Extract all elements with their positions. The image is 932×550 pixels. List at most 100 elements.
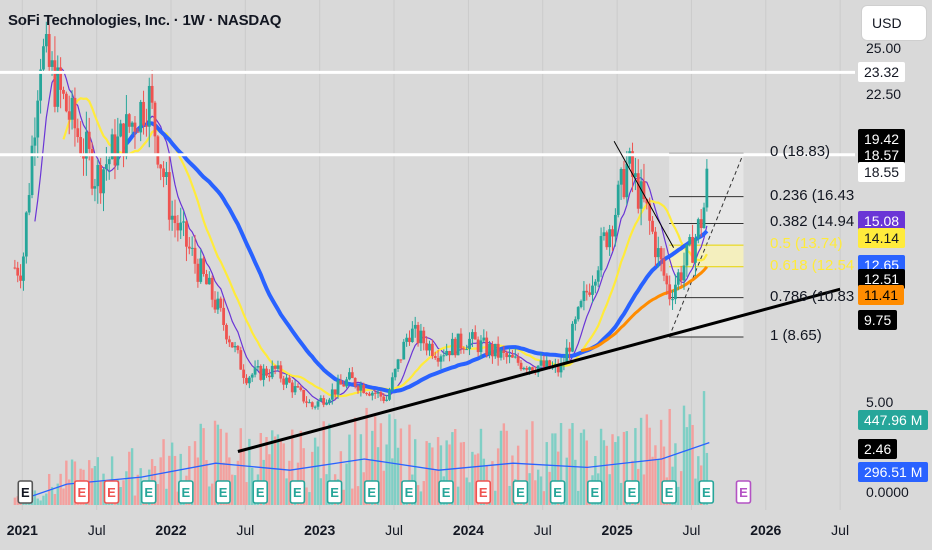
fib-level-label: 0.382 (14.94 bbox=[770, 213, 855, 231]
earnings-marker[interactable]: E bbox=[735, 480, 752, 504]
earnings-marker[interactable]: E bbox=[661, 480, 677, 504]
price-tag: 19.42 bbox=[858, 129, 906, 150]
earnings-badge bbox=[698, 480, 715, 504]
volume-bar bbox=[677, 486, 680, 505]
candle-body bbox=[293, 386, 297, 393]
volume-bar bbox=[176, 491, 180, 505]
volume-bar bbox=[542, 491, 546, 505]
volume-bar bbox=[265, 437, 268, 505]
candle-body bbox=[631, 151, 634, 177]
candle-body bbox=[22, 256, 25, 281]
candle-body bbox=[90, 148, 94, 189]
candle-body bbox=[342, 384, 346, 387]
price-tag: 12.51 bbox=[858, 269, 906, 290]
earnings-marker[interactable]: E bbox=[73, 480, 90, 504]
earnings-marker[interactable]: E bbox=[363, 480, 380, 504]
earnings-badge bbox=[661, 480, 677, 504]
earnings-marker[interactable]: E bbox=[140, 480, 157, 504]
earnings-marker[interactable]: E bbox=[549, 480, 566, 504]
candle-body bbox=[694, 238, 697, 263]
candle-body bbox=[396, 359, 400, 369]
candle-body bbox=[308, 402, 311, 404]
earnings-badge bbox=[178, 480, 194, 504]
candle-body bbox=[628, 151, 632, 164]
candle-body bbox=[348, 372, 351, 380]
volume-bar bbox=[576, 490, 580, 505]
candle-body bbox=[502, 350, 506, 353]
candle-body bbox=[87, 131, 91, 149]
candle-body bbox=[422, 330, 426, 344]
earnings-label: E bbox=[330, 485, 339, 500]
earnings-label: E bbox=[219, 485, 228, 500]
earnings-badge bbox=[326, 480, 343, 504]
candle-body bbox=[545, 360, 549, 367]
candle-body bbox=[310, 402, 314, 407]
earnings-marker[interactable]: E bbox=[178, 480, 194, 504]
candle-body bbox=[639, 181, 643, 209]
volume-bar bbox=[534, 480, 537, 505]
candle-body bbox=[24, 212, 28, 257]
candle-body bbox=[153, 102, 157, 137]
x-tick-label: Jul bbox=[831, 522, 850, 538]
earnings-marker[interactable]: E bbox=[475, 480, 492, 504]
candle-body bbox=[576, 307, 580, 320]
drawn-lines[interactable] bbox=[0, 70, 855, 453]
candle-body bbox=[84, 131, 88, 159]
candle-body bbox=[170, 215, 174, 220]
candle-body bbox=[16, 267, 20, 276]
volume-bar bbox=[313, 437, 317, 505]
candle-body bbox=[593, 281, 597, 286]
fib-level-label: 1 (8.65) bbox=[770, 326, 822, 344]
currency-selector-button[interactable]: USD bbox=[861, 5, 927, 41]
earnings-marker[interactable]: E bbox=[17, 480, 34, 504]
earnings-marker[interactable]: E bbox=[103, 480, 120, 504]
volume-bar bbox=[468, 482, 471, 505]
candle-body bbox=[528, 367, 531, 370]
candle-body bbox=[448, 350, 451, 356]
earnings-marker[interactable]: E bbox=[624, 480, 640, 504]
earnings-marker[interactable]: E bbox=[326, 480, 343, 504]
candle-body bbox=[399, 359, 403, 361]
earnings-marker[interactable]: E bbox=[215, 480, 231, 504]
candle-body bbox=[625, 163, 629, 198]
volume-bar bbox=[136, 474, 140, 505]
earnings-label: E bbox=[367, 485, 376, 500]
candle-body bbox=[279, 365, 283, 379]
candle-body bbox=[465, 349, 469, 351]
volume-bar bbox=[516, 445, 520, 505]
candle-body bbox=[44, 34, 48, 47]
volume-bar bbox=[130, 448, 134, 505]
volume-bar bbox=[499, 430, 503, 505]
earnings-label: E bbox=[77, 485, 86, 500]
candle-body bbox=[359, 384, 363, 391]
earnings-marker[interactable]: E bbox=[512, 480, 529, 504]
candle-body bbox=[13, 267, 17, 269]
earnings-marker[interactable]: E bbox=[698, 480, 715, 504]
volume-bar bbox=[90, 468, 94, 505]
volume-tag: 296.51 M bbox=[858, 462, 929, 482]
candle-body bbox=[622, 169, 626, 198]
volume-bar bbox=[428, 442, 431, 505]
price-tag: 14.14 bbox=[858, 227, 906, 248]
earnings-marker[interactable]: E bbox=[586, 480, 603, 504]
candle-body bbox=[682, 265, 686, 281]
volume-bar bbox=[70, 459, 74, 505]
volume-bar bbox=[33, 490, 37, 505]
candle-body bbox=[205, 274, 208, 285]
candle-body bbox=[185, 221, 188, 247]
volume-bar bbox=[219, 428, 222, 505]
candle-body bbox=[325, 402, 328, 405]
candle-body bbox=[482, 337, 486, 341]
candle-body bbox=[182, 221, 185, 223]
earnings-marker[interactable]: E bbox=[252, 480, 269, 504]
volume-bar bbox=[651, 456, 654, 505]
candle-body bbox=[162, 168, 165, 178]
earnings-marker[interactable]: E bbox=[289, 480, 306, 504]
ma-slow-line bbox=[124, 121, 709, 394]
earnings-marker[interactable]: E bbox=[401, 480, 417, 504]
earnings-marker[interactable]: E bbox=[438, 480, 454, 504]
volume-bar bbox=[525, 429, 528, 505]
volume-bar bbox=[634, 428, 637, 505]
